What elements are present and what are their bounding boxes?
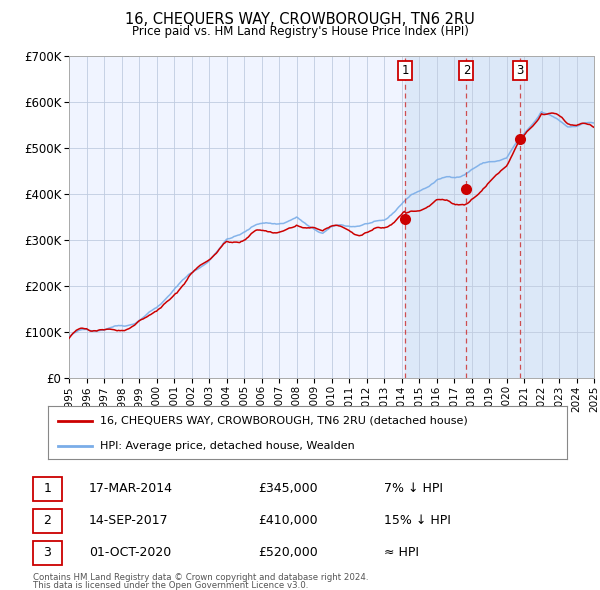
Text: £345,000: £345,000 bbox=[258, 482, 317, 495]
Text: 1: 1 bbox=[401, 64, 409, 77]
Text: 3: 3 bbox=[516, 64, 523, 77]
Text: 16, CHEQUERS WAY, CROWBOROUGH, TN6 2RU (detached house): 16, CHEQUERS WAY, CROWBOROUGH, TN6 2RU (… bbox=[100, 416, 467, 426]
Text: Price paid vs. HM Land Registry's House Price Index (HPI): Price paid vs. HM Land Registry's House … bbox=[131, 25, 469, 38]
Bar bbox=[405, 56, 594, 378]
Text: 01-OCT-2020: 01-OCT-2020 bbox=[89, 546, 171, 559]
Text: This data is licensed under the Open Government Licence v3.0.: This data is licensed under the Open Gov… bbox=[33, 581, 308, 590]
Text: 1: 1 bbox=[43, 482, 52, 495]
Text: £410,000: £410,000 bbox=[258, 514, 317, 527]
Text: HPI: Average price, detached house, Wealden: HPI: Average price, detached house, Weal… bbox=[100, 441, 355, 451]
Text: 16, CHEQUERS WAY, CROWBOROUGH, TN6 2RU: 16, CHEQUERS WAY, CROWBOROUGH, TN6 2RU bbox=[125, 12, 475, 27]
Text: ≈ HPI: ≈ HPI bbox=[384, 546, 419, 559]
Text: 15% ↓ HPI: 15% ↓ HPI bbox=[384, 514, 451, 527]
Text: 7% ↓ HPI: 7% ↓ HPI bbox=[384, 482, 443, 495]
Text: 2: 2 bbox=[43, 514, 52, 527]
Text: 14-SEP-2017: 14-SEP-2017 bbox=[89, 514, 169, 527]
Text: 17-MAR-2014: 17-MAR-2014 bbox=[89, 482, 173, 495]
Text: Contains HM Land Registry data © Crown copyright and database right 2024.: Contains HM Land Registry data © Crown c… bbox=[33, 572, 368, 582]
Text: 2: 2 bbox=[463, 64, 470, 77]
Text: 3: 3 bbox=[43, 546, 52, 559]
Text: £520,000: £520,000 bbox=[258, 546, 318, 559]
